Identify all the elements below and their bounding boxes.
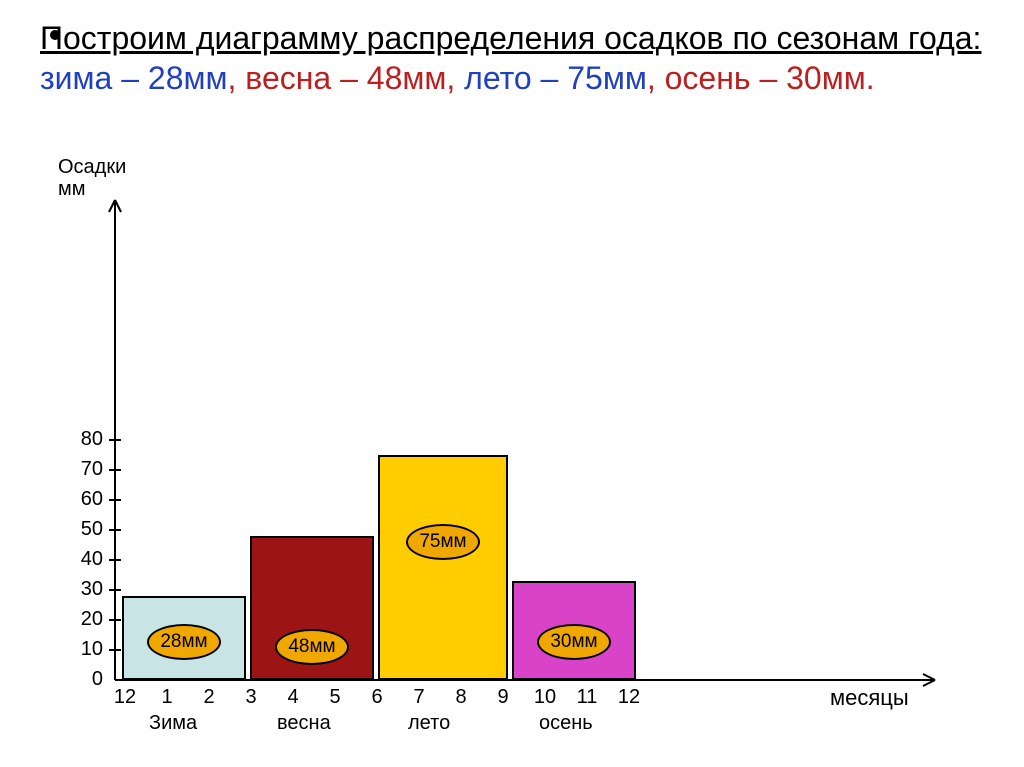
y-tick-0: 0 (63, 668, 103, 691)
bullet-icon (50, 30, 60, 40)
season-label-весна: весна (277, 712, 331, 735)
bar-лето (378, 455, 508, 680)
precipitation-chart: Осадки мм 01020304050607080 28мм48мм75мм… (60, 160, 960, 720)
season-label-осень: осень (539, 712, 593, 735)
month-4: 4 (278, 686, 308, 709)
month-2: 2 (194, 686, 224, 709)
y-tick-50: 50 (63, 518, 103, 541)
month-8: 8 (446, 686, 476, 709)
season-label-лето: лето (408, 712, 450, 735)
y-tick-20: 20 (63, 608, 103, 631)
value-oval-весна: 48мм (275, 629, 349, 665)
month-5: 5 (320, 686, 350, 709)
month-11: 11 (572, 686, 602, 709)
value-oval-Зима: 28мм (147, 624, 221, 660)
month-10: 10 (530, 686, 560, 709)
month-12: 12 (614, 686, 644, 709)
y-tick-40: 40 (63, 548, 103, 571)
value-oval-осень: 30мм (537, 624, 611, 660)
y-tick-30: 30 (63, 578, 103, 601)
month-6: 6 (362, 686, 392, 709)
month-3: 3 (236, 686, 266, 709)
y-tick-80: 80 (63, 428, 103, 451)
season-label-Зима: Зима (149, 712, 197, 735)
month-9: 9 (488, 686, 518, 709)
value-oval-лето: 75мм (406, 524, 480, 560)
y-tick-70: 70 (63, 458, 103, 481)
y-tick-60: 60 (63, 488, 103, 511)
title-block: Построим диаграмму распределения осадков… (40, 18, 994, 98)
month-0: 12 (110, 686, 140, 709)
month-1: 1 (152, 686, 182, 709)
month-7: 7 (404, 686, 434, 709)
y-tick-10: 10 (63, 638, 103, 661)
x-axis-label: месяцы (830, 685, 909, 711)
